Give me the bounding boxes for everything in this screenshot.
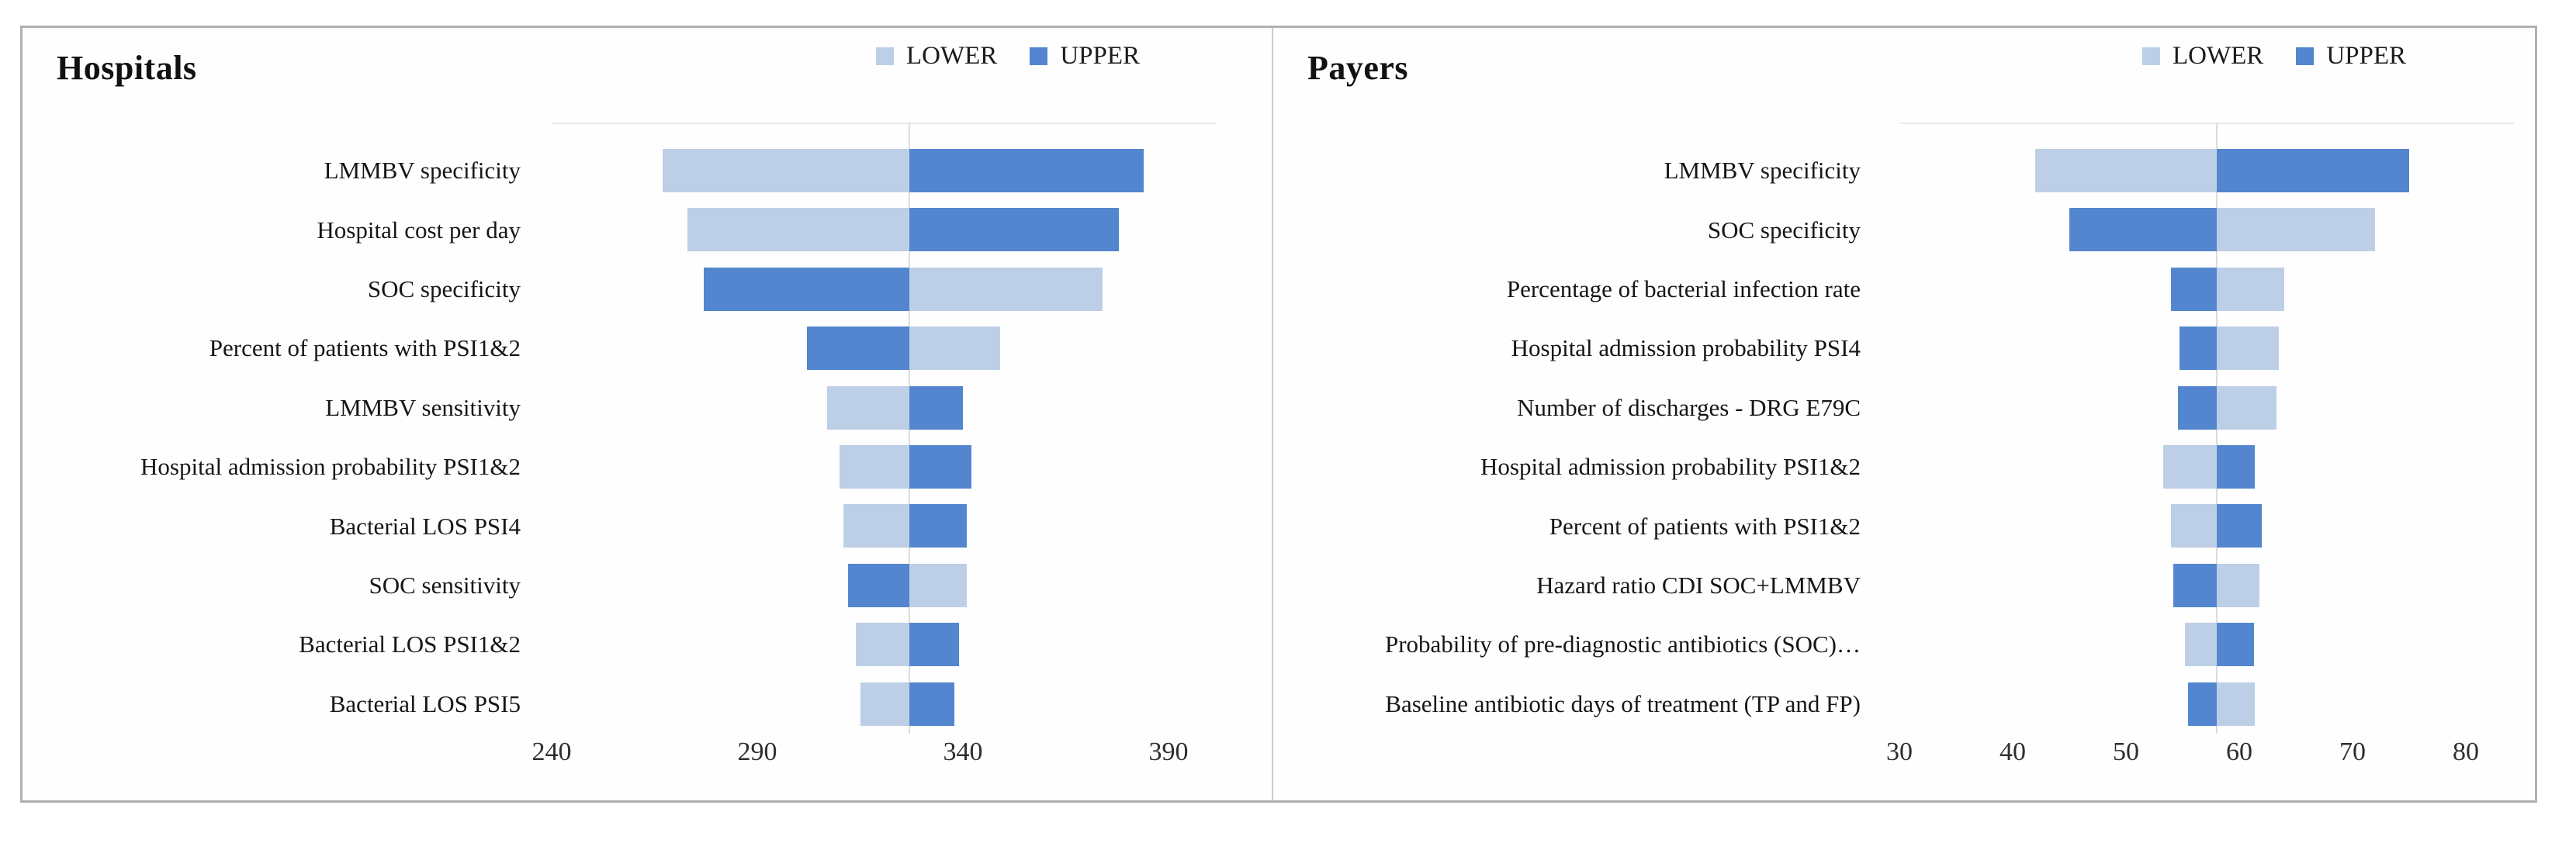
bar-lower [2035, 149, 2217, 192]
category-label: Hospital admission probability PSI1&2 [140, 453, 521, 481]
legend: LOWER UPPER [2142, 40, 2406, 71]
bar-upper [2216, 445, 2256, 489]
category-label: Hospital admission probability PSI4 [1511, 334, 1861, 362]
bar-lower [840, 445, 910, 489]
category-label: Number of discharges - DRG E79C [1517, 393, 1861, 421]
bar-upper [909, 623, 959, 667]
x-axis-tick-label: 50 [2113, 738, 2139, 766]
x-axis-tick-label: 240 [531, 738, 572, 766]
legend-lower-swatch-icon [876, 47, 894, 65]
x-axis-tick-label: 290 [737, 738, 777, 766]
tornado-sensitivity-figure: Hospitals LOWER UPPER LMMBV specificity H… [20, 26, 2537, 803]
plot-area [1899, 123, 2514, 735]
bar-lower [2163, 445, 2217, 489]
bar-lower [2184, 623, 2217, 667]
bar-lower [663, 149, 910, 192]
x-axis-tick-label: 390 [1148, 738, 1189, 766]
bar-lower [909, 326, 1000, 371]
category-label: LMMBV sensitivity [325, 393, 521, 421]
bar-upper [2188, 682, 2217, 726]
category-label: Probability of pre-diagnostic antibiotic… [1384, 631, 1861, 658]
bar-upper [909, 385, 963, 430]
x-axis-tick-label: 30 [1886, 738, 1913, 766]
bar-upper [2178, 385, 2217, 430]
x-axis: 30 40 50 60 70 80 [1886, 738, 2479, 772]
x-axis-tick-label: 40 [2000, 738, 2026, 766]
bar-upper [2179, 326, 2217, 371]
bar-lower [856, 623, 910, 667]
bar-lower [2216, 563, 2260, 607]
bar-lower [2216, 326, 2280, 371]
category-label: Bacterial LOS PSI1&2 [299, 631, 521, 658]
category-label: Hospital cost per day [317, 216, 521, 244]
plot-top-border [1899, 123, 2514, 124]
category-label: SOC specificity [1707, 216, 1861, 244]
x-axis-tick-label: 60 [2226, 738, 2252, 766]
bar-upper [909, 445, 971, 489]
category-label: LMMBV specificity [1664, 157, 1861, 185]
plot-top-border [552, 123, 1217, 124]
bar-lower [827, 385, 910, 430]
legend-upper-swatch-icon [1030, 47, 1048, 65]
category-labels: LMMBV specificity Hospital cost per day SO… [33, 123, 521, 735]
bar-upper [909, 149, 1144, 192]
bar-lower [2216, 208, 2376, 252]
plot-area [552, 123, 1217, 735]
panel-divider [1272, 28, 1273, 800]
bar-lower [2216, 682, 2256, 726]
bar-upper [2216, 149, 2409, 192]
category-labels: LMMBV specificity SOC specificity Percenta… [1292, 123, 1861, 735]
bar-upper [2216, 504, 2263, 548]
bar-upper [909, 682, 955, 726]
category-label: Bacterial LOS PSI4 [329, 512, 521, 540]
x-axis-tick-label: 80 [2453, 738, 2479, 766]
category-label: Baseline antibiotic days of treatment (T… [1385, 689, 1861, 717]
bar-lower [843, 504, 910, 548]
panel-hospitals: Hospitals LOWER UPPER LMMBV specificity H… [23, 28, 2535, 800]
category-label: SOC sensitivity [369, 571, 521, 599]
bar-upper [704, 267, 910, 311]
bar-lower [860, 682, 910, 726]
legend-upper-label: UPPER [1060, 41, 1141, 70]
bar-lower [2216, 267, 2285, 311]
bar-upper [2173, 563, 2217, 607]
bar-upper [2216, 623, 2254, 667]
panel-payers: Payers LOWER UPPER LMMBV specificity SOC … [23, 28, 2535, 800]
legend-upper-swatch-icon [2296, 47, 2315, 65]
category-label: Percentage of bacterial infection rate [1506, 275, 1861, 302]
category-label: SOC specificity [367, 275, 521, 302]
bar-upper [2171, 267, 2217, 311]
x-axis-tick-label: 70 [2339, 738, 2366, 766]
panel-title: Hospitals [57, 49, 197, 87]
category-label: Percent of patients with PSI1&2 [209, 334, 521, 362]
bar-lower [2216, 385, 2277, 430]
category-label: Percent of patients with PSI1&2 [1549, 512, 1861, 540]
category-label: Hazard ratio CDI SOC+LMMBV [1536, 571, 1861, 599]
bar-lower [687, 208, 910, 252]
legend: LOWER UPPER [876, 40, 1140, 71]
panel-title: Payers [1307, 49, 1409, 87]
bar-lower [909, 267, 1103, 311]
category-label: Bacterial LOS PSI5 [329, 689, 521, 717]
legend-lower-label: LOWER [2173, 41, 2264, 70]
bar-lower [909, 563, 968, 607]
bar-upper [909, 504, 968, 548]
legend-lower-label: LOWER [906, 41, 998, 70]
bar-upper [2069, 208, 2217, 252]
x-axis-tick-label: 340 [943, 738, 983, 766]
bar-upper [909, 208, 1120, 252]
category-label: LMMBV specificity [324, 157, 521, 185]
legend-lower-swatch-icon [2142, 47, 2160, 65]
category-label: Hospital admission probability PSI1&2 [1480, 453, 1861, 481]
bar-upper [806, 326, 910, 371]
bar-upper [847, 563, 910, 607]
bar-lower [2171, 504, 2217, 548]
x-axis: 240 290 340 390 [532, 738, 1189, 772]
legend-upper-label: UPPER [2326, 41, 2407, 70]
